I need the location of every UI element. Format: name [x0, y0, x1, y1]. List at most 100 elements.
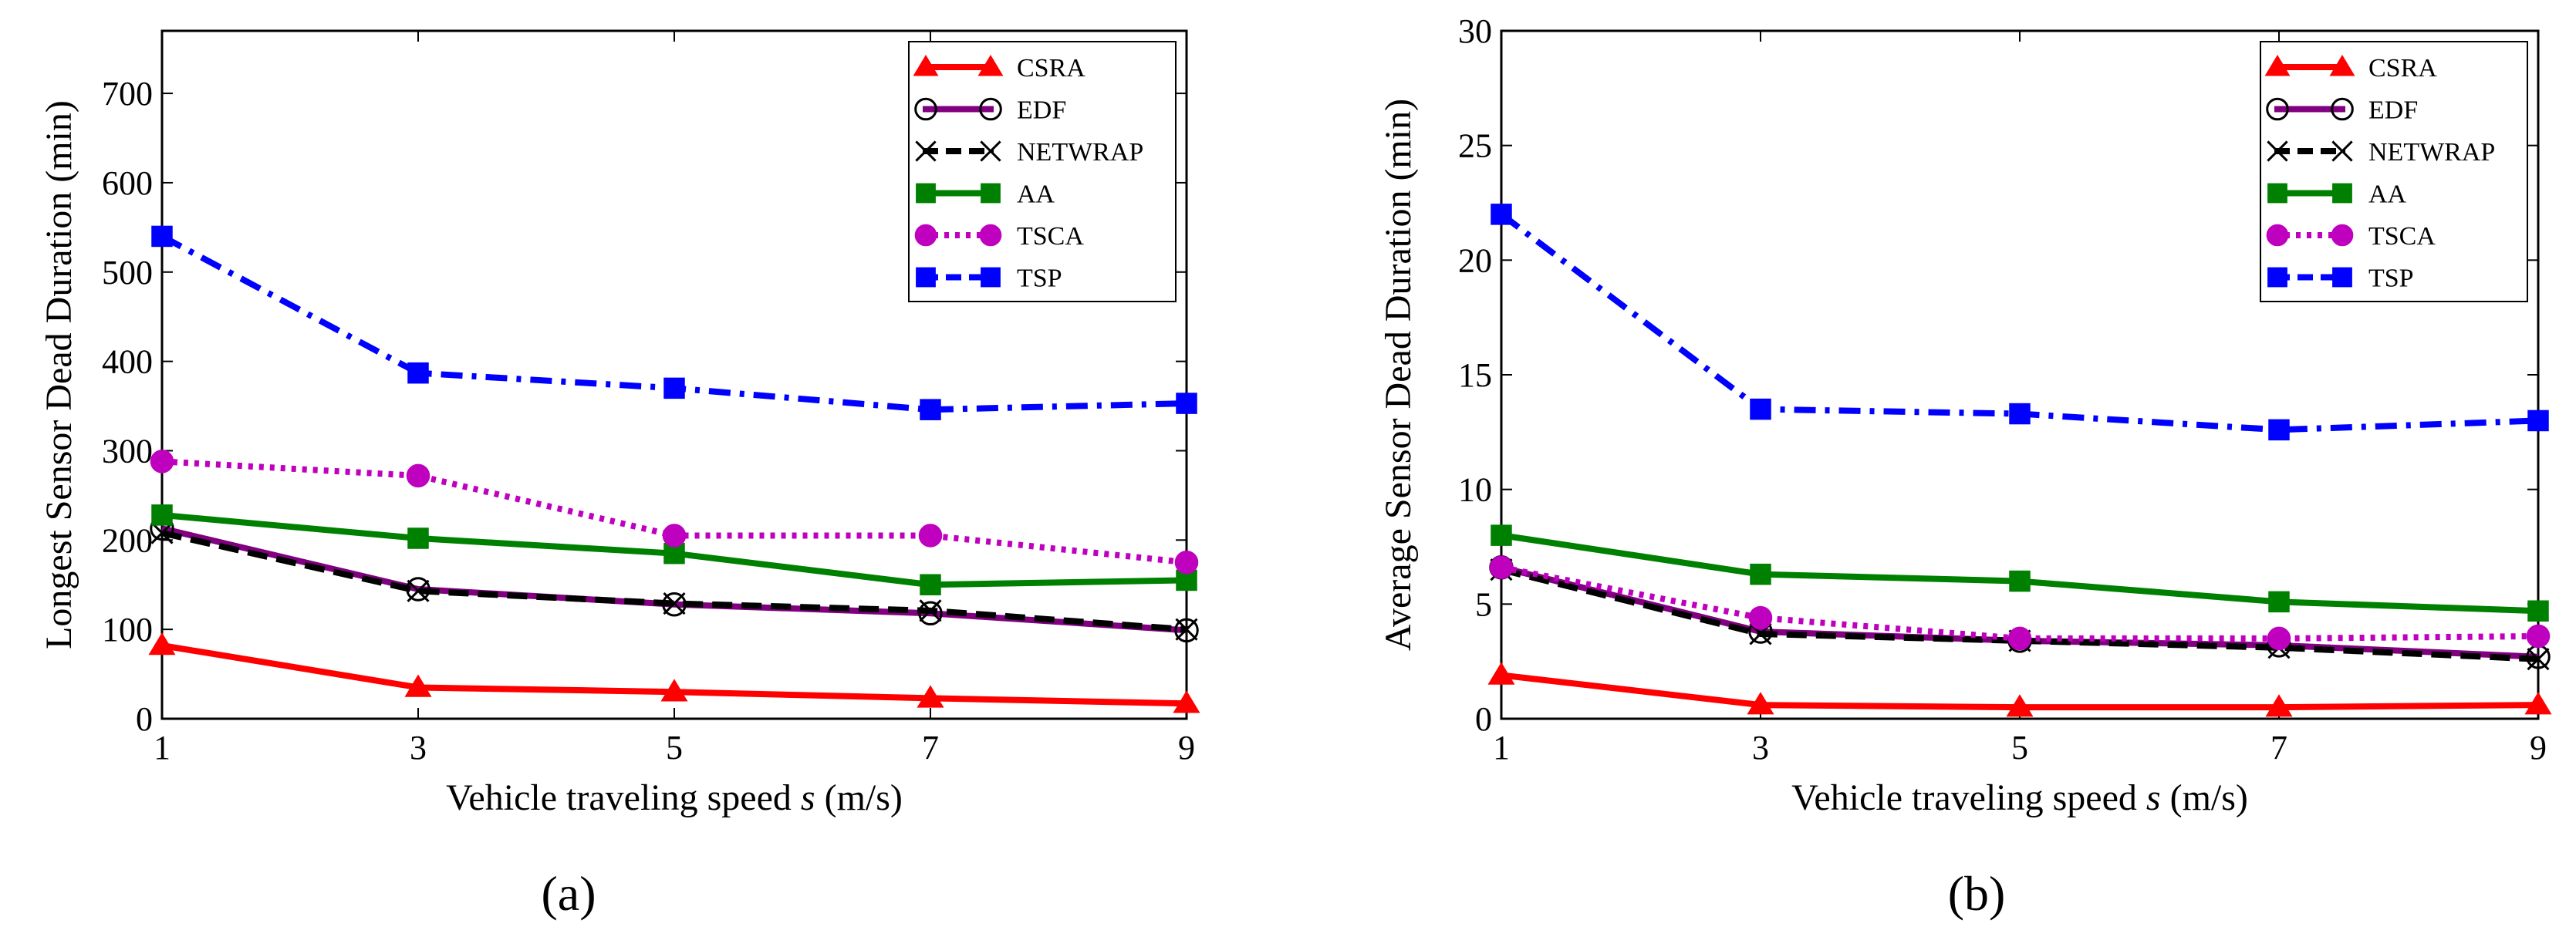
- legend-marker-csra: [977, 55, 1004, 76]
- data-point-netwrap: [2527, 648, 2550, 671]
- data-point-csra: [1487, 662, 1515, 685]
- data-point-aa: [2527, 600, 2549, 622]
- legend-marker-netwrap: [2267, 140, 2288, 162]
- legend-marker-edf: [914, 97, 937, 121]
- legend-marker-tsp: [981, 267, 1001, 288]
- data-point-csra: [148, 632, 176, 655]
- data-point-tsp: [2268, 419, 2290, 441]
- legend-label-tsca: TSCA: [2368, 222, 2436, 251]
- data-point-csra: [404, 674, 432, 697]
- legend-marker-tsca: [2331, 224, 2354, 247]
- legend-label-csra: CSRA: [1017, 54, 1085, 83]
- x-tick-label: 7: [2270, 729, 2287, 767]
- data-point-tsca: [406, 463, 430, 488]
- legend-marker-netwrap: [2331, 140, 2353, 162]
- legend-marker-edf: [979, 97, 1002, 121]
- y-axis-label: Average Sensor Dead Duration (min): [1378, 99, 1419, 651]
- y-tick-label: 10: [1458, 471, 1492, 509]
- legend-marker-tsca: [914, 224, 937, 247]
- legend-marker-aa: [981, 183, 1001, 204]
- y-tick-label: 15: [1458, 356, 1492, 394]
- y-tick-label: 25: [1458, 127, 1492, 165]
- series-line-tsca: [1501, 564, 2539, 642]
- x-axis-label: Vehicle traveling speed s (m/s): [1791, 777, 2248, 818]
- legend-label-netwrap: NETWRAP: [2368, 138, 2495, 167]
- legend-box: [2260, 41, 2528, 302]
- x-tick-label: 9: [2530, 729, 2547, 767]
- legend-label-netwrap: NETWRAP: [1017, 138, 1143, 167]
- data-point-tsca: [1489, 555, 1514, 580]
- legend-label-tsp: TSP: [1017, 265, 1062, 293]
- legend-marker-aa: [2267, 183, 2287, 204]
- y-tick-label: 700: [102, 75, 153, 113]
- data-point-tsp: [151, 225, 173, 248]
- data-point-tsca: [2007, 626, 2032, 651]
- legend-marker-csra: [2329, 55, 2355, 76]
- x-tick-label: 1: [1493, 729, 1510, 767]
- data-point-edf: [1174, 618, 1199, 643]
- panel-caption-a: (a): [541, 866, 596, 921]
- data-point-aa: [1176, 569, 1197, 591]
- data-point-netwrap: [407, 579, 430, 602]
- y-tick-label: 200: [102, 521, 153, 559]
- legend-label-aa: AA: [2368, 180, 2407, 209]
- legend-label-edf: EDF: [1017, 96, 1066, 125]
- legend-marker-edf: [2266, 97, 2289, 121]
- data-point-aa: [151, 504, 173, 526]
- series-group: [1487, 204, 2552, 717]
- x-tick-label: 5: [2011, 729, 2028, 767]
- x-tick-label: 3: [410, 729, 427, 767]
- data-point-tsca: [2526, 624, 2551, 649]
- data-point-aa: [920, 574, 941, 595]
- x-tick-label: 9: [1178, 729, 1195, 767]
- legend-marker-netwrap: [915, 140, 937, 162]
- data-point-tsp: [2527, 409, 2549, 432]
- data-point-tsp: [1491, 204, 1512, 225]
- data-point-tsp: [2009, 403, 2031, 425]
- data-point-netwrap: [150, 521, 174, 544]
- legend-marker-tsca: [979, 224, 1002, 247]
- legend-marker-aa: [2332, 183, 2352, 204]
- data-point-tsp: [663, 377, 685, 399]
- legend-label-aa: AA: [1017, 180, 1055, 209]
- data-point-csra: [2265, 694, 2293, 717]
- y-tick-label: 600: [102, 164, 153, 202]
- y-tick-label: 20: [1458, 241, 1492, 279]
- data-point-csra: [660, 679, 688, 702]
- data-point-netwrap: [663, 592, 686, 615]
- series-line-netwrap: [161, 530, 1187, 633]
- x-tick-label: 1: [154, 729, 170, 767]
- legend-marker-tsca: [2266, 224, 2289, 247]
- legend-label-tsca: TSCA: [1017, 222, 1084, 251]
- data-point-netwrap: [1175, 618, 1198, 641]
- legend-marker-netwrap: [980, 140, 1001, 162]
- data-point-csra: [2524, 692, 2552, 715]
- legend-box: [908, 41, 1177, 302]
- x-tick-label: 7: [922, 729, 939, 767]
- legend-label-csra: CSRA: [2368, 54, 2437, 83]
- legend-marker-csra: [913, 55, 939, 76]
- data-point-tsca: [2267, 626, 2291, 651]
- data-point-tsca: [1174, 551, 1199, 575]
- x-tick-label: 5: [666, 729, 683, 767]
- legend-marker-csra: [2264, 55, 2291, 76]
- data-point-aa: [1491, 524, 1512, 546]
- y-tick-label: 30: [1458, 12, 1492, 50]
- x-tick-label: 3: [1752, 729, 1769, 767]
- y-tick-label: 0: [136, 700, 153, 738]
- data-point-netwrap: [919, 599, 942, 622]
- legend-marker-aa: [916, 183, 936, 204]
- data-point-tsca: [1748, 605, 1773, 630]
- legend-label-edf: EDF: [2368, 96, 2418, 125]
- legend-marker-edf: [2331, 97, 2354, 121]
- y-tick-label: 5: [1475, 585, 1492, 623]
- data-point-csra: [1747, 692, 1774, 715]
- data-point-aa: [407, 527, 429, 549]
- data-point-aa: [2009, 570, 2031, 592]
- legend-marker-tsp: [2332, 267, 2352, 288]
- data-point-aa: [1750, 563, 1771, 585]
- data-point-csra: [2006, 694, 2034, 717]
- y-tick-label: 400: [102, 343, 153, 381]
- data-point-csra: [1173, 690, 1200, 713]
- legend-label-tsp: TSP: [2368, 265, 2414, 293]
